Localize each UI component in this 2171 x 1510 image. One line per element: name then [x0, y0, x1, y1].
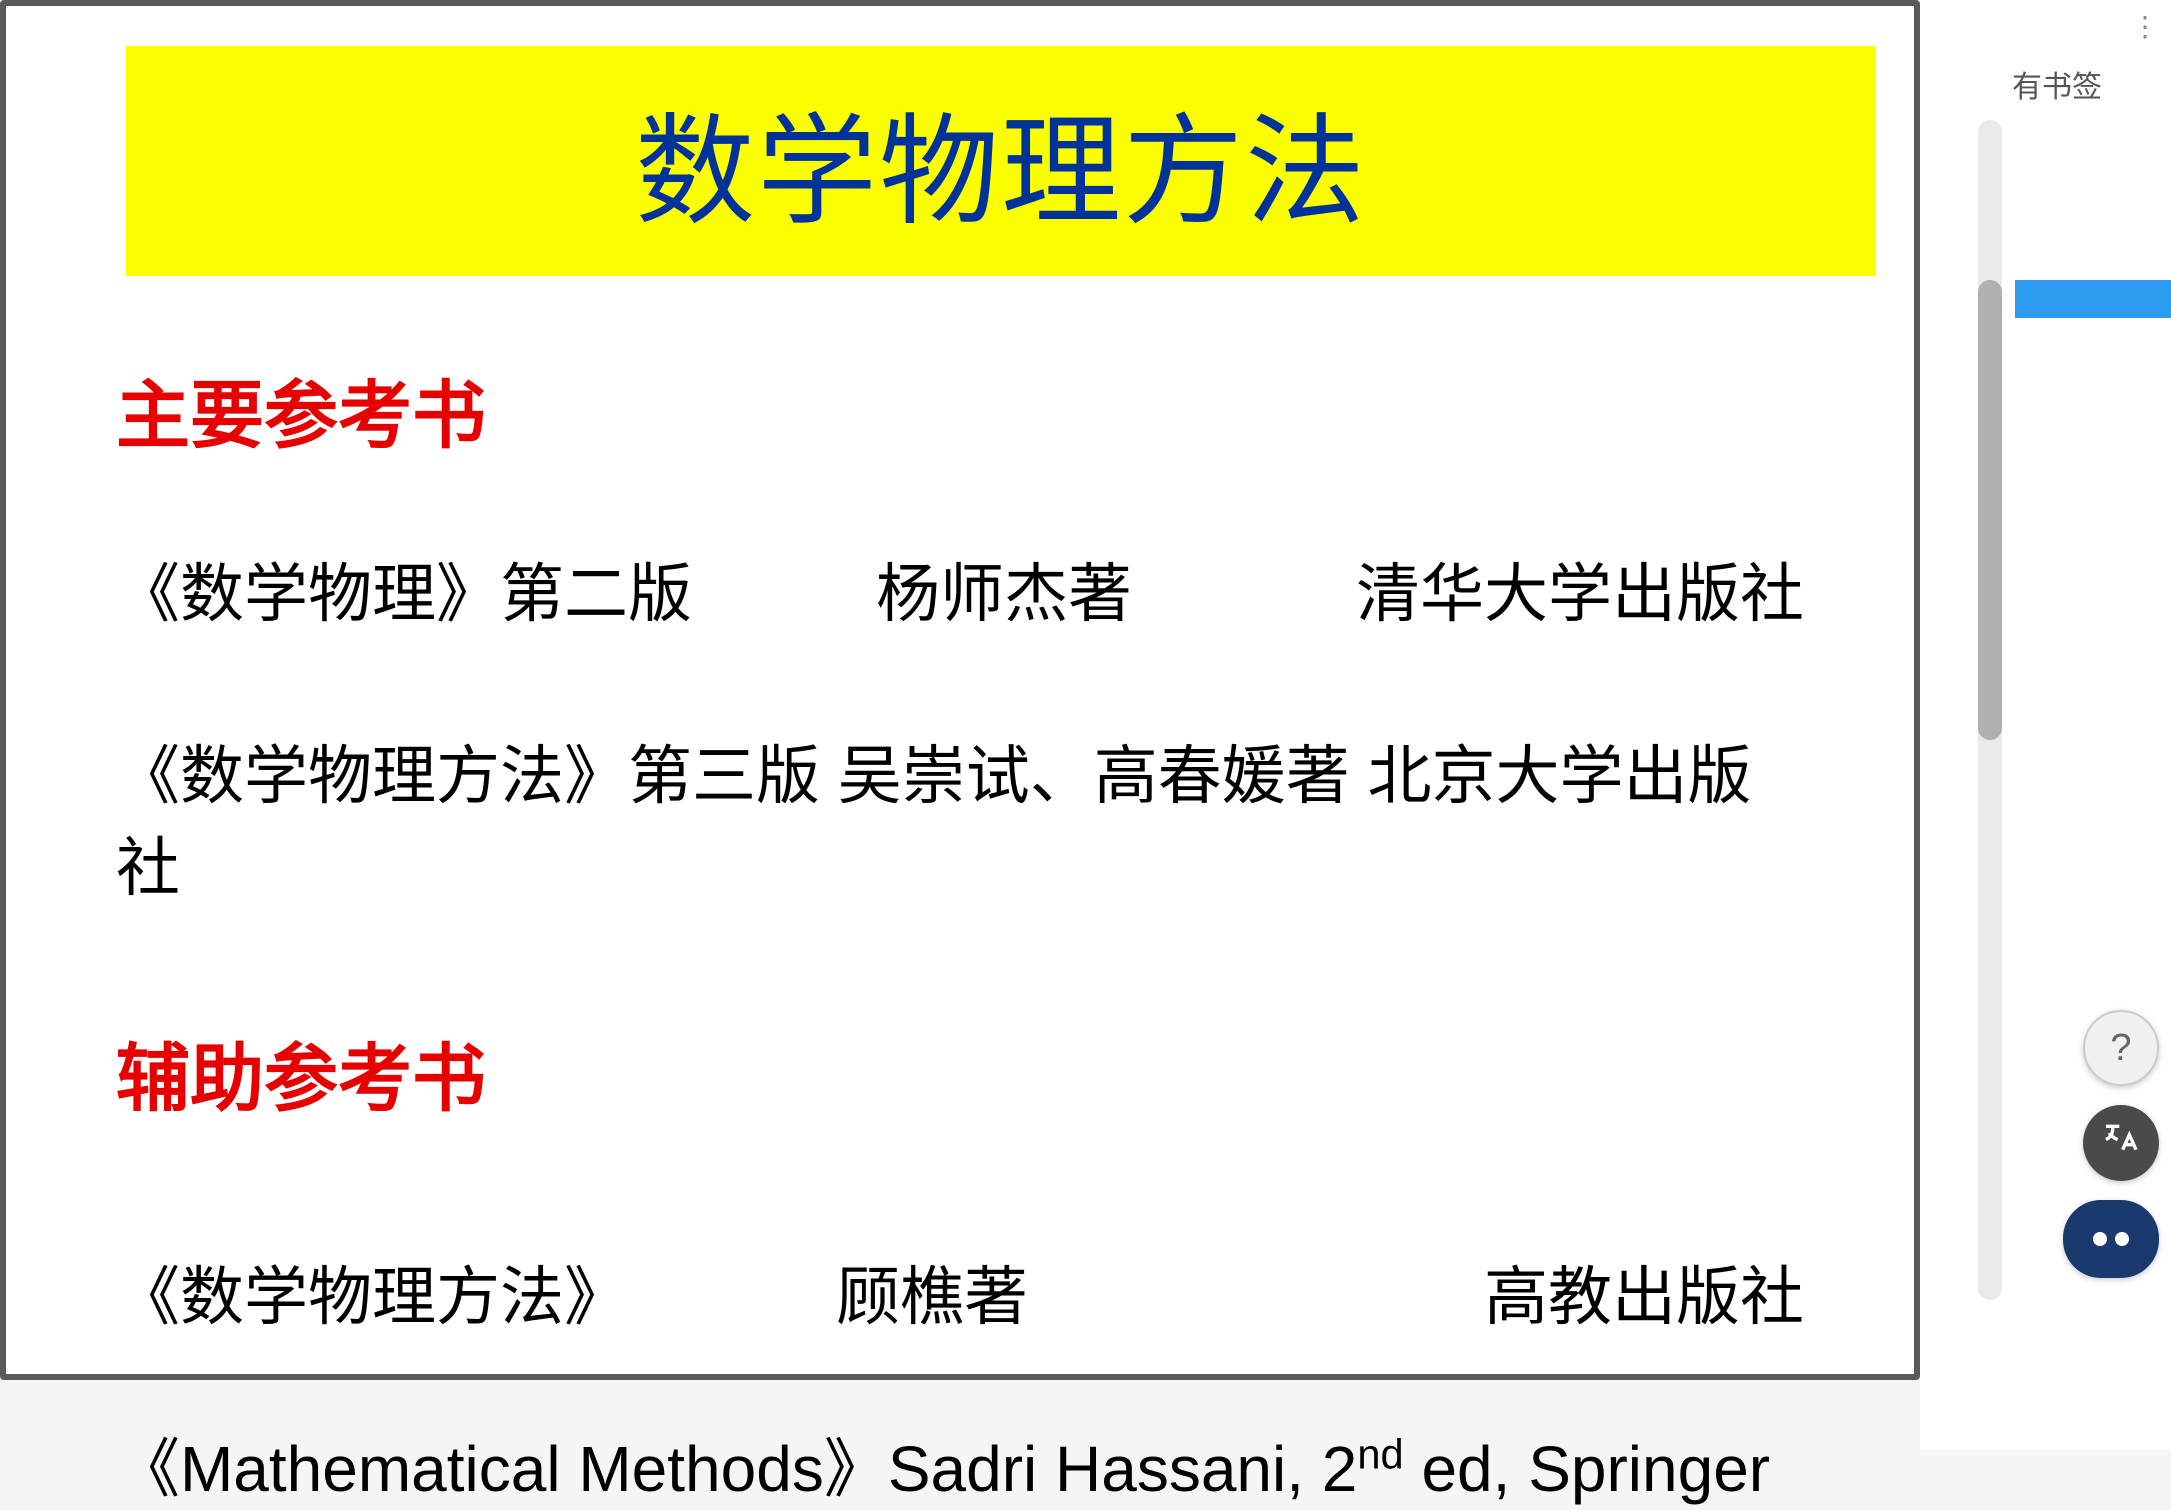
title-band: 数学物理方法: [126, 46, 1876, 276]
book-publisher: 清华大学出版社: [1356, 543, 1804, 635]
help-button[interactable]: ?: [2083, 1010, 2159, 1086]
book-title: 《数学物理方法》: [116, 1246, 836, 1338]
scrollbar-thumb[interactable]: [1978, 280, 2002, 740]
aux-refs-book-1: 《数学物理方法》 顾樵著 高教出版社: [116, 1246, 1804, 1338]
aux-refs-book-2: 《Mathematical Methods》Sadri Hassani, 2nd…: [116, 1418, 1804, 1510]
main-refs-book-2: 《数学物理方法》第三版 吴崇试、高春媛著 北京大学出版社: [116, 725, 1804, 909]
main-refs-book-1: 《数学物理》第二版 杨师杰著 清华大学出版社: [116, 543, 1804, 635]
bookmark-label-fragment: 有书签: [2012, 62, 2102, 106]
active-tab-indicator[interactable]: [2015, 280, 2171, 318]
aux-refs-heading: 辅助参考书: [116, 1019, 1804, 1126]
book2-suffix: ed, Springer: [1404, 1433, 1770, 1505]
slide-title: 数学物理方法: [635, 74, 1367, 248]
translate-button[interactable]: [2083, 1105, 2159, 1181]
book-title: 《数学物理》第二版: [116, 543, 876, 635]
right-panel: ⋮ 有书签 ?: [1920, 0, 2171, 1450]
more-menu-icon[interactable]: ⋮: [2131, 10, 2161, 43]
book2-prefix: 《Mathematical Methods》Sadri Hassani, 2: [116, 1433, 1357, 1505]
main-refs-heading: 主要参考书: [116, 356, 1804, 463]
help-icon: ?: [2110, 1027, 2131, 1070]
camera-dot-icon: [2115, 1232, 2129, 1246]
book-author: 顾樵著: [836, 1246, 1256, 1338]
translate-icon: [2101, 1118, 2141, 1168]
book2-sup: nd: [1357, 1431, 1403, 1478]
camera-widget[interactable]: [2063, 1200, 2159, 1278]
slide-frame: 数学物理方法 主要参考书 《数学物理》第二版 杨师杰著 清华大学出版社 《数学物…: [0, 0, 1920, 1380]
book-author: 杨师杰著: [876, 543, 1296, 635]
slide-content: 数学物理方法 主要参考书 《数学物理》第二版 杨师杰著 清华大学出版社 《数学物…: [6, 6, 1914, 1374]
camera-dot-icon: [2093, 1232, 2107, 1246]
book-publisher: 高教出版社: [1484, 1246, 1804, 1338]
scrollbar-track[interactable]: [1978, 120, 2002, 1300]
